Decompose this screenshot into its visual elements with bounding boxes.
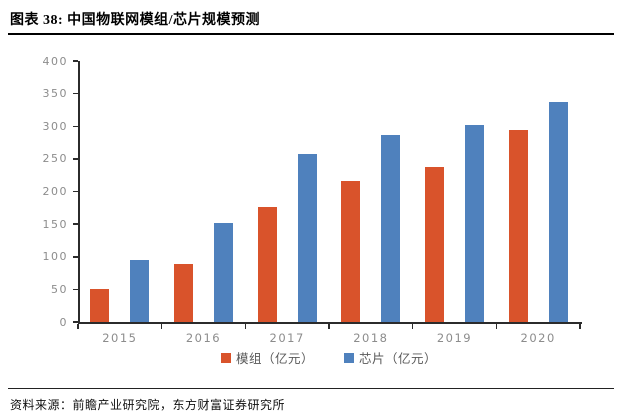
y-tick-label: 150 [42,217,68,231]
legend-item: 模组（亿元） [220,348,314,367]
title-underline [8,33,614,35]
y-tick-mark [73,60,78,62]
x-tick-label: 2019 [436,331,473,345]
y-tick-mark [73,158,78,160]
x-tick-mark [495,324,498,329]
y-tick-mark [73,190,78,193]
bar-芯片-2017 [297,153,317,322]
y-tick-mark [73,125,78,127]
x-tick-label: 2017 [269,331,305,345]
y-tick-mark [73,223,78,225]
y-tick-label: 250 [42,152,68,166]
y-tick-label: 200 [42,185,68,198]
figure-title: 图表 38: 中国物联网模组/芯片规模预测 [10,13,261,28]
y-tick-label: 350 [42,87,68,101]
legend-swatch-icon [344,352,354,363]
source-divider [8,388,614,389]
y-tick-label: 400 [42,54,68,68]
plot-area [78,61,582,324]
bar-芯片-2016 [214,223,233,322]
x-tick-label: 2020 [520,331,556,345]
x-tick-label: 2018 [353,331,389,345]
bar-模组-2015 [90,288,110,322]
legend-label: 芯片（亿元） [359,352,438,366]
legend-swatch-icon [220,352,231,363]
x-tick-mark [160,324,163,329]
figure-source: 资料来源：前瞻产业研究院，东方财富证券研究所 [10,398,286,412]
chart-legend: 模组（亿元） 芯片（亿元） [78,348,580,367]
y-tick-label: 0 [59,315,68,329]
bar-芯片-2020 [548,102,568,322]
bar-模组-2018 [341,181,361,322]
bar-模组-2016 [174,263,193,322]
bar-芯片-2018 [381,135,401,322]
x-tick-mark [411,324,414,329]
y-tick-mark [73,92,78,95]
bar-chart: 0 50 100 150 200 250 300 350 400 2015 2016 2017 201… [0,40,622,380]
bar-模组-2019 [425,166,444,322]
x-tick-mark [77,324,79,329]
x-tick-label: 2016 [185,331,222,345]
legend-label: 模组（亿元） [235,352,314,366]
y-tick-label: 100 [42,250,68,264]
x-tick-mark [244,324,247,329]
bar-芯片-2019 [465,124,484,322]
legend-item: 芯片（亿元） [344,348,437,367]
x-tick-mark [328,324,330,329]
bar-模组-2017 [257,206,277,322]
x-tick-label: 2015 [102,331,138,345]
x-tick-mark [579,324,581,329]
bar-模组-2020 [508,129,528,322]
y-tick-mark [73,321,78,323]
bar-芯片-2015 [130,260,150,322]
y-tick-mark [73,256,78,258]
y-tick-label: 300 [42,119,68,133]
y-tick-mark [73,288,78,291]
y-tick-label: 50 [51,282,68,296]
